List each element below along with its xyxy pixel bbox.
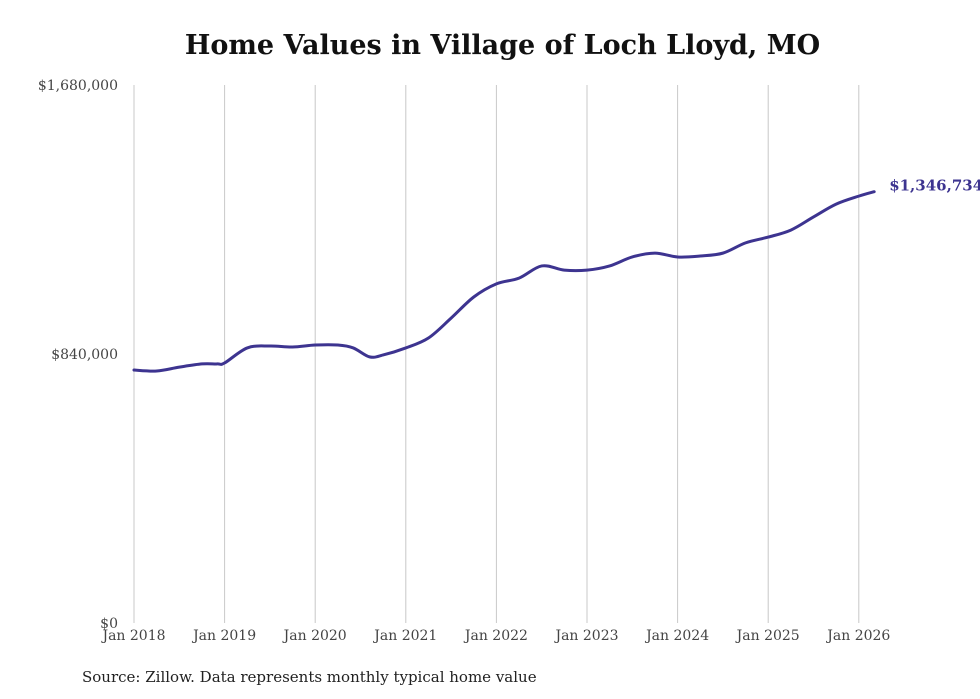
x-tick-label: Jan 2024: [644, 628, 709, 644]
x-tick-label: Jan 2022: [463, 628, 528, 644]
chart-title: Home Values in Village of Loch Lloyd, MO: [184, 30, 821, 61]
source-note: Source: Zillow. Data represents monthly …: [82, 668, 537, 686]
series-line: [132, 190, 876, 373]
x-tick-label: Jan 2026: [825, 628, 890, 644]
x-tick-label: Jan 2023: [553, 628, 618, 644]
x-tick-label: Jan 2025: [735, 628, 800, 644]
y-tick-label: $840,000: [51, 347, 118, 363]
x-tick-label: Jan 2019: [191, 628, 256, 644]
y-tick-label: $1,680,000: [38, 78, 118, 94]
x-tick-label: Jan 2021: [372, 628, 437, 644]
x-tick-label: Jan 2020: [282, 628, 347, 644]
y-tick-label: $0: [100, 616, 118, 632]
end-value-label: $1,346,734: [889, 177, 980, 195]
x-tick-label: Jan 2018: [100, 628, 165, 644]
